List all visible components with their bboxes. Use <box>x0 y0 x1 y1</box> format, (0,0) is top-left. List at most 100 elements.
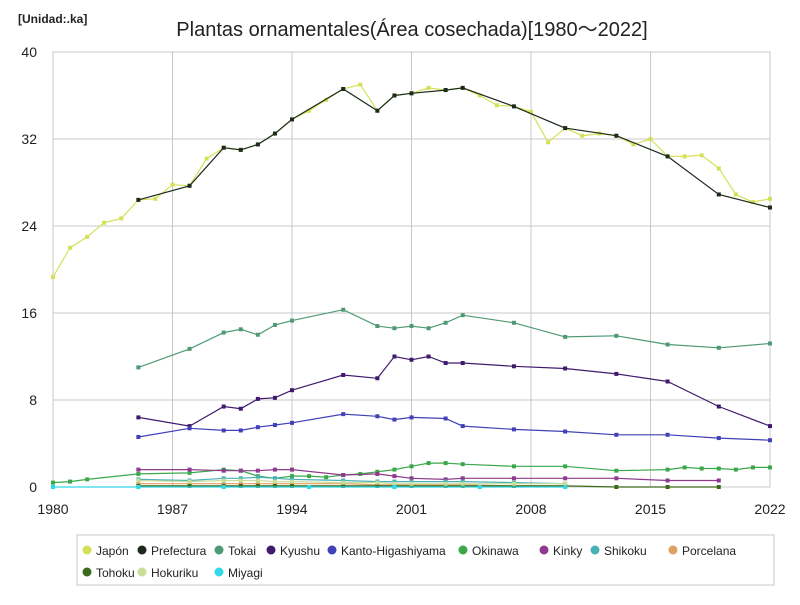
data-point <box>511 320 516 325</box>
y-tick-label: 16 <box>21 305 37 321</box>
data-point <box>238 483 243 488</box>
x-tick-label: 1987 <box>157 501 188 517</box>
data-point <box>136 365 141 370</box>
data-point <box>563 334 568 339</box>
data-point <box>443 416 448 421</box>
data-point <box>443 483 448 488</box>
data-point <box>255 396 260 401</box>
data-point <box>665 379 670 384</box>
series-miyagi <box>51 485 568 489</box>
data-point <box>324 475 329 480</box>
data-point <box>699 466 704 471</box>
legend-label: Miyagi <box>228 566 263 580</box>
data-point <box>102 220 107 225</box>
series-line-tohoku <box>138 485 719 488</box>
data-point <box>768 205 772 210</box>
data-point <box>187 183 192 188</box>
data-point <box>409 483 414 488</box>
data-point <box>238 327 243 332</box>
legend-label: Kanto-Higashiyama <box>341 544 446 558</box>
data-point <box>460 476 465 481</box>
data-point <box>187 424 192 429</box>
data-point <box>187 483 192 488</box>
data-point <box>511 464 516 469</box>
data-point <box>392 485 397 489</box>
data-point <box>290 483 294 488</box>
data-point <box>614 485 619 489</box>
data-point <box>546 140 551 145</box>
x-tick-label: 2015 <box>635 501 666 517</box>
series-kanto-higashiyama <box>136 412 772 443</box>
data-point <box>563 126 568 131</box>
data-point <box>272 483 277 488</box>
legend-swatch <box>266 545 276 555</box>
data-point <box>392 354 397 359</box>
data-point <box>136 485 141 489</box>
data-point <box>341 372 346 377</box>
data-point <box>272 395 277 400</box>
data-point <box>426 85 431 90</box>
data-point <box>307 474 312 479</box>
series-line-kinky <box>138 469 719 482</box>
data-point <box>682 465 687 470</box>
axes: 0 8 16 24 32 40 1980 1987 1994 2001 2008 2015 2022 <box>21 44 785 517</box>
legend-box <box>76 534 775 586</box>
data-point <box>375 376 380 381</box>
legend: Japón Prefectura Tokai Kyushu Kanto-Higashiy… <box>76 534 775 586</box>
data-point <box>290 481 294 486</box>
legend-item-shikoku: Shikoku <box>590 544 647 558</box>
data-point <box>716 436 721 441</box>
data-point <box>238 481 243 486</box>
data-point <box>443 479 448 484</box>
legend-label: Kinky <box>553 544 582 558</box>
data-point <box>51 480 55 485</box>
data-point <box>272 467 277 472</box>
data-point <box>529 109 533 114</box>
data-point <box>665 342 670 347</box>
legend-swatch <box>458 545 468 555</box>
data-point <box>238 478 243 483</box>
data-point <box>272 423 277 428</box>
data-point <box>733 192 738 197</box>
data-point <box>716 466 721 471</box>
legend-item-jap-n: Japón <box>82 544 129 558</box>
y-tick-label: 40 <box>21 44 37 60</box>
series-group <box>51 82 772 489</box>
data-point <box>460 313 465 318</box>
legend-swatch <box>539 545 549 555</box>
data-point <box>716 345 721 350</box>
data-point <box>665 467 670 472</box>
data-point <box>614 333 619 338</box>
legend-swatch <box>137 567 147 577</box>
data-point <box>477 93 482 98</box>
data-point <box>187 479 192 484</box>
data-point <box>768 424 772 429</box>
data-point <box>187 481 192 486</box>
data-point <box>460 424 465 429</box>
data-point <box>272 479 277 484</box>
data-point <box>307 485 312 489</box>
legend-label: Tohoku <box>96 566 135 580</box>
data-point <box>85 477 90 482</box>
legend-label: Okinawa <box>472 544 519 558</box>
data-point <box>443 88 448 93</box>
data-point <box>255 425 260 430</box>
chart-title: Plantas ornamentales(Área cosechada)[198… <box>176 18 647 41</box>
data-point <box>426 326 431 331</box>
data-point <box>392 467 397 472</box>
data-point <box>682 154 687 159</box>
data-point <box>409 415 414 420</box>
legend-swatch <box>82 567 92 577</box>
series-tokai <box>136 307 772 370</box>
data-point <box>341 478 346 483</box>
data-point <box>221 481 226 486</box>
data-point <box>443 461 448 466</box>
data-point <box>119 216 124 221</box>
data-point <box>665 478 670 483</box>
y-tick-label: 0 <box>29 479 37 495</box>
series-kinky <box>136 467 721 483</box>
data-point <box>665 154 670 159</box>
data-point <box>614 468 619 473</box>
data-point <box>153 196 158 201</box>
